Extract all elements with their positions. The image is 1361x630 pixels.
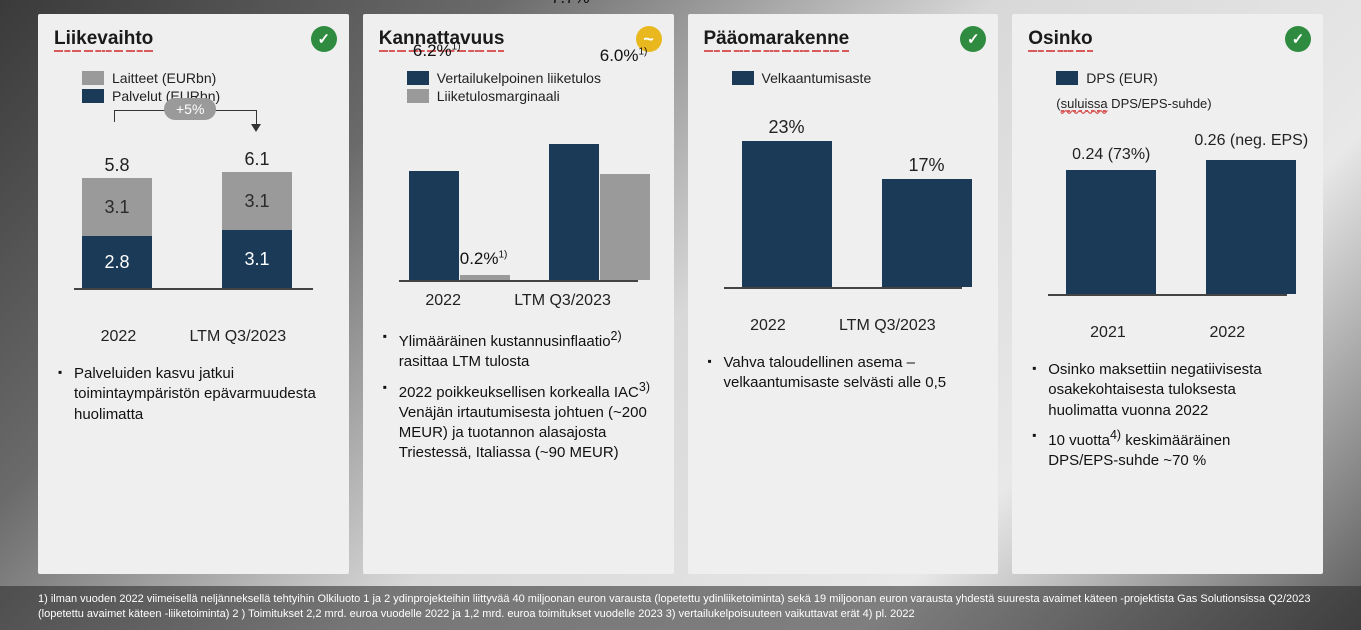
kannattavuus-chart: 6.2%1) 0.2%1) 7.7%1) [399,132,638,282]
legend-swatch [1056,71,1078,85]
bar-value-label: 0.26 (neg. EPS) [1181,132,1321,150]
legend-swatch [82,89,104,103]
bar-value-label: 6.0%1) [600,46,662,66]
bar-value-label: 17% [882,155,972,176]
x-label: LTM Q3/2023 [514,292,611,310]
bullet: 2022 poikkeuksellisen korkealla IAC3) Ve… [383,379,654,464]
status-badge: ✓ [311,26,337,52]
legend-item: DPS (EUR) [1056,70,1307,86]
bar-seg-palvelut: 3.1 [222,230,292,288]
bar [1066,170,1156,294]
x-label: 2022 [101,328,137,346]
x-label: 2021 [1090,324,1126,342]
legend: Velkaantumisaste [732,70,983,86]
legend-swatch [82,71,104,85]
x-label: 2022 [750,317,786,335]
legend-item: Liiketulosmarginaali [407,88,658,104]
bar-ltm: 6.1 3.1 3.1 [222,149,292,288]
legend-item: Laitteet (EURbn) [82,70,333,86]
bar-seg-palvelut: 2.8 [82,236,152,288]
panel-paaomarakenne: ✓ Pääomarakenne Velkaantumisaste 23% 17% [688,14,999,574]
bar [882,179,972,287]
growth-badge: +5% [164,98,216,120]
panel-title: Liikevaihto [54,28,153,52]
x-axis: 2022 LTM Q3/2023 [399,292,638,310]
legend-subnote: (suluissa DPS/EPS-suhde) [1056,96,1307,111]
bar-total: 6.1 [222,149,292,170]
x-label: LTM Q3/2023 [839,317,936,335]
growth-arrow-icon [251,124,261,132]
bar-value-label: 0.24 (73%) [1056,146,1166,164]
bar-2021: 0.24 (73%) [1066,170,1156,294]
panel-title: Pääomarakenne [704,28,850,52]
bar-ltm: 7.7%1) 6.0%1) [549,144,650,280]
legend-item: Velkaantumisaste [732,70,983,86]
panel-liikevaihto: ✓ Liikevaihto Laitteet (EURbn) Palvelut … [38,14,349,574]
legend-label: Vertailukelpoinen liiketulos [437,70,601,86]
legend-label: DPS (EUR) [1086,70,1158,86]
x-label: 2022 [425,292,461,310]
bar-value-label: 23% [742,117,832,138]
paaomarakenne-chart: 23% 17% [724,124,963,289]
bar-value-label: 7.7%1) [547,0,603,8]
bar-seg-laitteet: 3.1 [222,172,292,230]
bullet: 10 vuotta4) keskimääräinen DPS/EPS-suhde… [1032,427,1303,472]
bullet: Palveluiden kasvu jatkui toimintaympäris… [58,364,329,425]
bar-2022: 23% [742,141,832,287]
x-axis: 2022 LTM Q3/2023 [74,328,313,346]
legend-label: Liiketulosmarginaali [437,88,560,104]
legend-label: Velkaantumisaste [762,70,872,86]
bar [742,141,832,287]
bullets: Palveluiden kasvu jatkui toimintaympäris… [58,364,329,425]
bar-ltm: 17% [882,179,972,287]
x-axis: 2021 2022 [1048,324,1287,342]
bar-value-label: 6.2%1) [409,41,465,61]
bar-marginaali [460,275,510,280]
bar [1206,160,1296,294]
x-label: 2022 [1210,324,1246,342]
bar-2022: 0.26 (neg. EPS) [1206,160,1296,294]
legend: DPS (EUR) [1056,70,1307,86]
panel-osinko: ✓ Osinko DPS (EUR) (suluissa DPS/EPS-suh… [1012,14,1323,574]
panel-kannattavuus: ~ Kannattavuus Vertailukelpoinen liiketu… [363,14,674,574]
cards-row: ✓ Liikevaihto Laitteet (EURbn) Palvelut … [0,0,1361,574]
footnote: 1) ilman vuoden 2022 viimeisellä neljänn… [0,586,1361,630]
bar-value-label: 0.2%1) [460,249,520,269]
x-label: LTM Q3/2023 [189,328,286,346]
status-badge: ✓ [960,26,986,52]
growth-bracket-r [256,110,257,124]
legend: Vertailukelpoinen liiketulos Liiketulosm… [407,70,658,104]
bar-marginaali [600,174,650,280]
legend-swatch [732,71,754,85]
bullet: Osinko maksettiin negatiivisesta osakeko… [1032,360,1303,421]
bar-2022: 5.8 3.1 2.8 [82,155,152,288]
bar-vert-liiketulos [549,144,599,280]
bullets: Osinko maksettiin negatiivisesta osakeko… [1032,360,1303,471]
bar-vert-liiketulos [409,171,459,280]
liikevaihto-chart: +5% 5.8 3.1 2.8 6.1 3.1 3.1 [74,140,313,290]
legend-item: Vertailukelpoinen liiketulos [407,70,658,86]
bar-2022: 6.2%1) 0.2%1) [409,171,510,280]
bar-total: 5.8 [82,155,152,176]
status-badge: ✓ [1285,26,1311,52]
osinko-chart: 0.24 (73%) 0.26 (neg. EPS) [1048,141,1287,296]
panel-title: Osinko [1028,28,1092,52]
x-axis: 2022 LTM Q3/2023 [724,317,963,335]
bullets: Ylimääräinen kustannusinflaatio2) rasitt… [383,328,654,464]
legend-label: Laitteet (EURbn) [112,70,216,86]
growth-bracket-l [114,110,115,122]
legend-swatch [407,71,429,85]
bullets: Vahva taloudellinen asema – velkaantumis… [708,353,979,394]
bullet: Vahva taloudellinen asema – velkaantumis… [708,353,979,394]
bar-seg-laitteet: 3.1 [82,178,152,236]
legend-swatch [407,89,429,103]
bullet: Ylimääräinen kustannusinflaatio2) rasitt… [383,328,654,373]
